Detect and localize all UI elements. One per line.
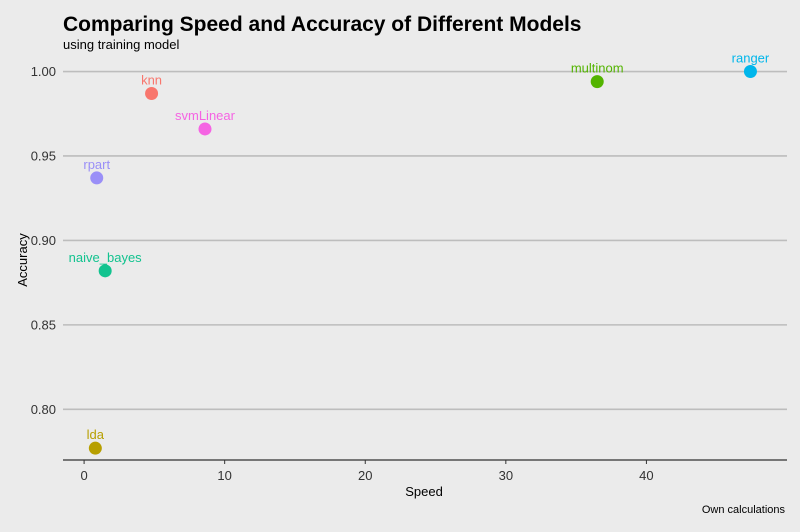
point-label-naive_bayes: naive_bayes <box>69 250 142 265</box>
y-tick-label: 1.00 <box>31 64 56 79</box>
chart-caption: Own calculations <box>701 504 785 516</box>
point-label-rpart: rpart <box>83 157 110 172</box>
y-tick-label: 0.90 <box>31 233 56 248</box>
chart-subtitle: using training model <box>63 37 180 52</box>
x-tick-label: 40 <box>639 468 653 483</box>
x-axis-title: Speed <box>405 484 443 499</box>
data-point-naive_bayes <box>98 264 112 278</box>
y-axis-ticks: 0.80 0.85 0.90 0.95 1.00 <box>31 64 56 417</box>
y-tick-label: 0.95 <box>31 148 56 163</box>
data-point-rpart <box>90 171 104 185</box>
data-point-svmLinear <box>198 122 212 136</box>
x-tick-label: 30 <box>499 468 513 483</box>
y-tick-label: 0.85 <box>31 317 56 332</box>
x-axis-ticks: 0 10 20 30 40 <box>80 460 654 483</box>
gridlines <box>63 70 787 411</box>
data-point-ranger <box>743 65 757 79</box>
x-tick-label: 0 <box>80 468 87 483</box>
x-tick-label: 10 <box>217 468 231 483</box>
data-point-knn <box>145 86 159 100</box>
point-label-knn: knn <box>141 72 162 87</box>
chart-title: Comparing Speed and Accuracy of Differen… <box>63 13 582 36</box>
point-label-ranger: ranger <box>732 51 770 66</box>
y-axis-title: Accuracy <box>15 233 30 287</box>
point-label-multinom: multinom <box>571 61 624 76</box>
x-tick-label: 20 <box>358 468 372 483</box>
y-tick-label: 0.80 <box>31 402 56 417</box>
point-label-lda: lda <box>87 427 105 442</box>
data-point-multinom <box>590 75 604 89</box>
data-point-lda <box>88 441 102 455</box>
point-label-svmLinear: svmLinear <box>175 108 236 123</box>
